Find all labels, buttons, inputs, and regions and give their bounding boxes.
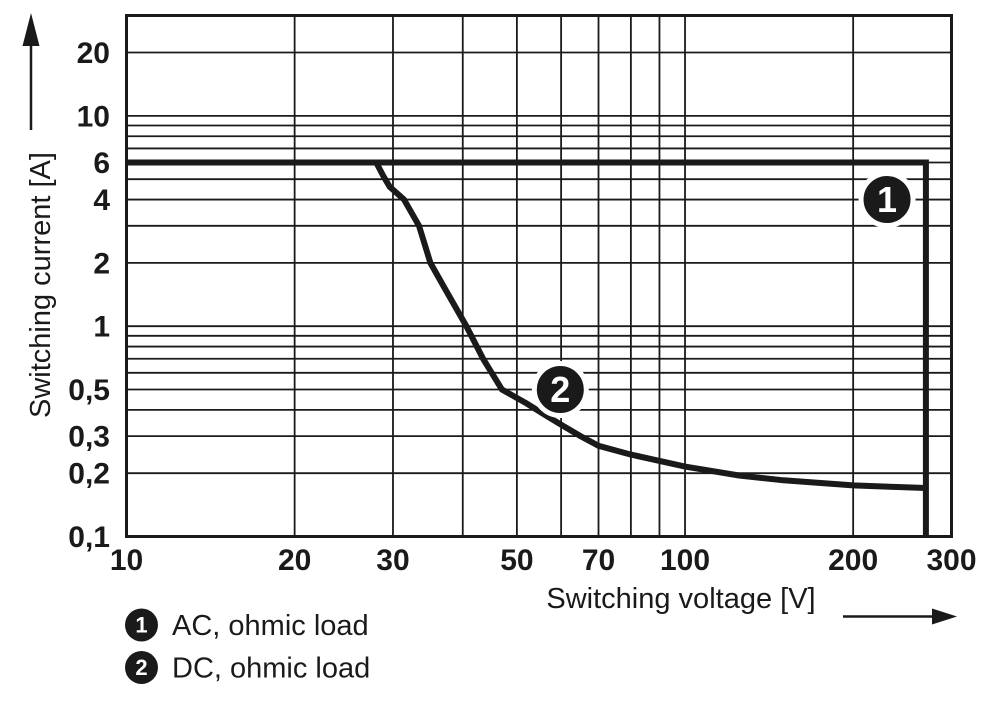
curves	[126, 159, 929, 537]
y-tick-label: 4	[93, 184, 110, 217]
y-tick-label: 10	[77, 100, 110, 133]
curve-marker-1: 1	[858, 171, 916, 229]
x-tick-label: 30	[376, 544, 409, 577]
legend-item-label: AC, ohmic load	[172, 610, 369, 642]
series-curve-2	[373, 161, 927, 491]
legend-item: 1 AC, ohmic load	[125, 608, 369, 642]
tick-labels: 10 20 30 50 70 100 200 300 20 10 6 4 2 1 0,5 0,3 0,2 0,1	[68, 37, 976, 577]
y-tick-label: 0,3	[68, 421, 110, 454]
y-tick-label: 0,1	[68, 521, 110, 554]
legend-marker-number: 2	[135, 655, 147, 680]
plot-border	[125, 14, 953, 538]
x-tick-label: 70	[582, 544, 615, 577]
curve-marker-number: 1	[877, 179, 897, 220]
x-axis-arrow	[843, 608, 957, 625]
y-tick-label: 1	[93, 311, 110, 344]
curve-number-markers: 12	[531, 171, 916, 418]
legend-marker-circle	[125, 651, 158, 684]
legend-item-label: DC, ohmic load	[172, 653, 370, 685]
y-tick-label: 2	[93, 247, 110, 280]
y-tick-label: 0,5	[68, 374, 110, 407]
y-tick-label: 6	[93, 147, 110, 180]
legend-item: 2 DC, ohmic load	[125, 651, 370, 685]
curve-marker-circle	[858, 171, 916, 229]
x-axis-arrowhead-icon	[932, 608, 957, 625]
y-tick-label: 20	[77, 37, 110, 70]
x-tick-label: 50	[500, 544, 533, 577]
gridlines	[126, 15, 952, 537]
x-axis-title: Switching voltage [V]	[546, 583, 815, 615]
x-tick-label: 100	[660, 544, 710, 577]
x-tick-label: 300	[926, 544, 976, 577]
curve-marker-2: 2	[531, 360, 589, 418]
y-tick-label: 0,2	[68, 458, 110, 491]
x-tick-label: 200	[828, 544, 878, 577]
legend-marker-circle	[125, 608, 158, 642]
curve-marker-number: 2	[550, 369, 570, 410]
y-axis-arrowhead-icon	[22, 13, 40, 46]
y-axis-arrow	[22, 13, 40, 130]
y-axis-title: Switching current [A]	[25, 152, 57, 418]
curve-marker-circle	[531, 360, 589, 418]
legend: 1 AC, ohmic load 2 DC, ohmic load	[125, 608, 370, 685]
x-tick-label: 20	[278, 544, 311, 577]
legend-marker-number: 1	[135, 613, 147, 638]
x-tick-label: 10	[110, 544, 143, 577]
series-curve-1	[126, 159, 929, 537]
